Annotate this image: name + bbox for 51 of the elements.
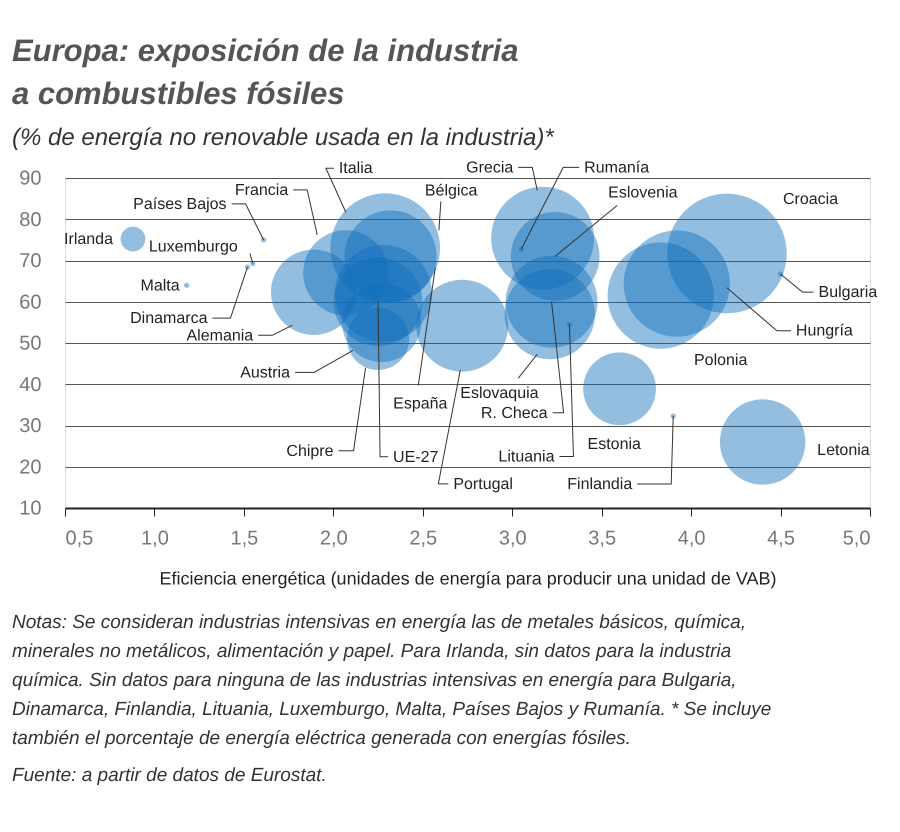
- y-tick-label: 70: [19, 250, 42, 272]
- y-tick-label: 30: [19, 415, 42, 437]
- annotation: R. Checa: [480, 404, 548, 422]
- annotation: Irlanda: [64, 231, 114, 248]
- annotation: Malta: [140, 277, 180, 294]
- annotation: Croacia: [783, 191, 838, 208]
- x-tick-label: 2,0: [320, 528, 348, 550]
- y-tick-label: 20: [19, 456, 42, 478]
- annotation: Portugal: [453, 476, 513, 493]
- annotation: Eslovaquia: [460, 385, 539, 402]
- annotation: Eslovenia: [608, 184, 678, 202]
- annotation: Rumanía: [584, 159, 650, 176]
- annotation: Grecia: [466, 159, 514, 176]
- x-axis-title: Eficiencia energética (unidades de energía para producir una unidad de VAB): [159, 568, 777, 588]
- x-tick-label: 4,0: [678, 528, 706, 550]
- x-tick-label: 5,0: [842, 528, 870, 550]
- annotation: Francia: [234, 182, 288, 199]
- text: Notas: Se consideran industrias intensivas en energía las de metales básicos, química, minerales no metálicos, alimentación y papel. Para Irlanda, sin datos para la industria química. Sin datos para ninguna de las industrias intensivas en energía para Bulgaria, Dinamarca, Finlandia, Lituania, Luxemburgo, Malta, Países Bajos y Rumanía. * Se incluye también el porcentaje de energía eléctrica generada con energías fósiles.: [12, 612, 772, 749]
- chart-title: Europa: exposición de la industria a combustibles fósiles: [12, 33, 518, 111]
- y-tick-label: 60: [19, 291, 42, 314]
- annotation: Dinamarca: [130, 310, 208, 328]
- annotation: Bulgaria: [818, 284, 878, 302]
- annotation: Hungría: [796, 322, 853, 340]
- annotation: Italia: [338, 160, 373, 178]
- annotation: Finlandia: [567, 476, 632, 494]
- y-tick-label: 80: [19, 208, 42, 231]
- annotation: Polonia: [694, 352, 748, 369]
- x-tick-label: 3,0: [498, 528, 527, 550]
- annotation: UE-27: [393, 448, 439, 466]
- y-tick-label: 50: [19, 332, 42, 354]
- y-tick-label: 90: [19, 168, 42, 190]
- y-tick-label: 40: [19, 374, 42, 396]
- x-tick-label: 1,0: [141, 528, 169, 550]
- y-tick-label: 10: [19, 498, 42, 520]
- annotation: Países Bajos: [133, 196, 227, 213]
- annotation: Bélgica: [424, 182, 478, 200]
- annotation: España: [393, 396, 448, 413]
- source-note: Fuente: a partir de datos de Eurostat.: [12, 765, 327, 786]
- annotation: Alemania: [186, 327, 254, 344]
- annotation: Letonia: [817, 442, 870, 459]
- chart-subtitle: (% de energía no renovable usada en la industria)*: [12, 124, 554, 151]
- annotation: Lituania: [498, 448, 555, 466]
- annotation: Luxemburgo: [148, 238, 238, 256]
- x-tick-label: 3,5: [588, 528, 616, 550]
- x-tick-label: 1,5: [230, 528, 258, 550]
- x-tick-label: 4,5: [767, 528, 795, 550]
- annotation: Estonia: [588, 436, 642, 453]
- x-tick-label: 2,5: [409, 528, 438, 550]
- annotation: Chipre: [286, 442, 334, 460]
- x-tick-label: 0,5: [66, 528, 94, 550]
- annotation: Austria: [240, 364, 290, 382]
